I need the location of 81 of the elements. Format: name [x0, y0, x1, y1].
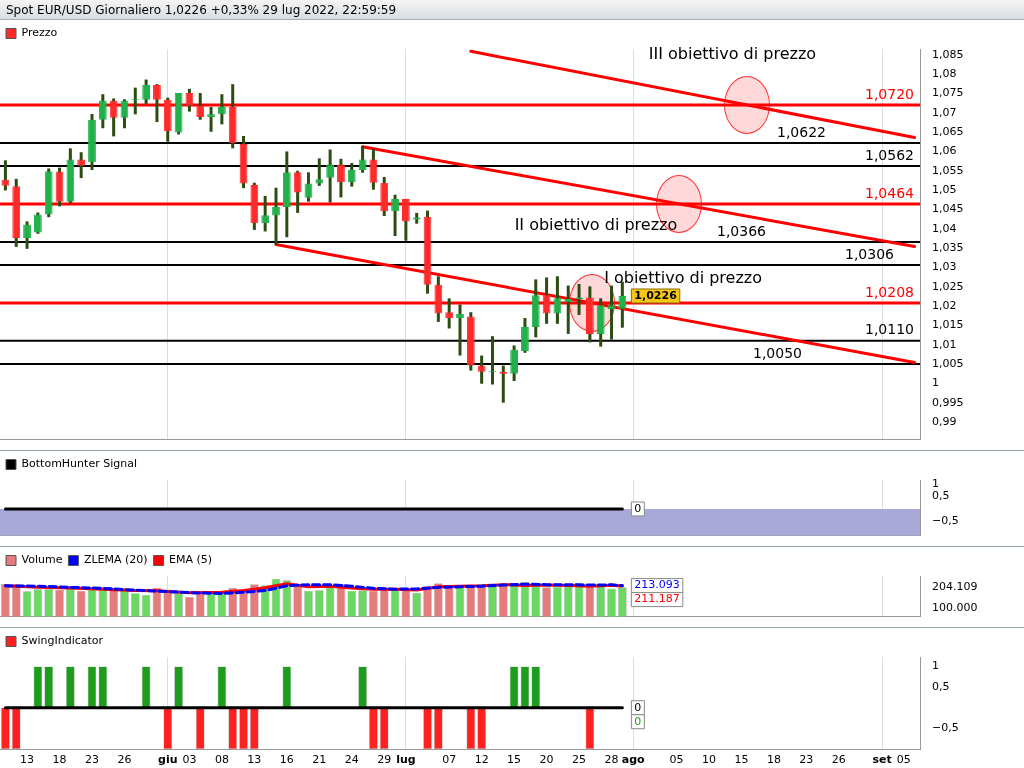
x-tick-label: 16 [279, 753, 294, 767]
x-tick-label: 13 [20, 753, 35, 767]
y-tick-label: −0,5 [932, 721, 959, 735]
x-tick-label: 23 [85, 753, 99, 767]
x-tick-label: 25 [572, 753, 587, 767]
data-label: 213.093 [634, 578, 680, 592]
y-tick-label: 1,03 [932, 260, 957, 274]
data-label: 0 [634, 501, 642, 515]
x-tick-label: 13 [247, 753, 262, 767]
ref-line-label: 1,0622 [777, 123, 826, 140]
y-tick-label: 1,075 [932, 86, 964, 100]
y-tick-label: 1,05 [932, 182, 957, 196]
chart-title: Spot EUR/USD Giornaliero 1,0226 +0,33% 29 lug 2022, 22:59:59 [0, 0, 1024, 20]
y-tick-label: 1 [932, 659, 939, 673]
ref-line-label: 1,0208 [865, 283, 914, 300]
y-tick-label: 1 [932, 376, 939, 390]
y-tick-label: 0,5 [932, 679, 950, 693]
x-tick-label: 26 [831, 753, 846, 767]
x-tick-label: 23 [799, 753, 814, 767]
ref-line-label: 1,0110 [865, 321, 914, 338]
y-tick-label: 1,065 [932, 124, 964, 138]
x-tick-label: 10 [701, 753, 716, 767]
ref-line-label: 1,0562 [865, 146, 914, 163]
y-tick-label: 1,025 [932, 279, 964, 293]
x-tick-label: 05 [669, 753, 684, 767]
annotation: III obiettivo di prezzo [648, 44, 817, 64]
legend-label: BottomHunter Signal [21, 457, 137, 471]
x-tick-label: 20 [539, 753, 554, 767]
ref-line-label: 1,0306 [845, 245, 895, 262]
ref-line-label: 1,0720 [865, 85, 914, 102]
y-tick-label: 1,055 [932, 163, 964, 177]
x-tick-label: lug [396, 753, 416, 767]
annotation: I obiettivo di prezzo [604, 268, 763, 288]
x-tick-label: 03 [182, 753, 197, 767]
y-tick-label: 1,02 [932, 298, 957, 312]
x-tick-label: 28 [604, 753, 619, 767]
y-tick-label: 1,07 [932, 105, 957, 119]
y-tick-label: 204.109 [932, 580, 978, 594]
y-tick-label: 1 [932, 476, 939, 490]
ref-line-label: 1,0050 [753, 344, 802, 361]
x-tick-label: 15 [507, 753, 522, 767]
y-tick-label: 1,04 [932, 221, 957, 235]
annotation: II obiettivo di prezzo [514, 215, 678, 235]
ref-line-label: 1,0464 [865, 184, 915, 201]
y-tick-label: 1,01 [932, 337, 957, 351]
legend-label: SwingIndicator [21, 634, 104, 648]
x-tick-label: set [872, 753, 892, 767]
legend-label: EMA (5) [169, 553, 213, 567]
x-tick-label: 24 [344, 753, 359, 767]
annotation: 0 [634, 714, 642, 728]
x-tick-label: 12 [474, 753, 489, 767]
y-tick-label: 0,995 [932, 395, 964, 409]
y-tick-label: 1,035 [932, 240, 964, 254]
ref-line-label: 1,0366 [717, 222, 767, 239]
y-tick-label: 1,045 [932, 202, 964, 216]
x-tick-label: giu [158, 753, 178, 767]
y-tick-label: −0,5 [932, 514, 959, 528]
legend-label: Prezzo [21, 26, 58, 40]
text: 1,0226 [634, 288, 677, 302]
x-tick-label: 18 [766, 753, 781, 767]
y-tick-label: 1,085 [932, 47, 964, 61]
x-tick-label: 05 [896, 753, 911, 767]
x-tick-label: 18 [52, 753, 67, 767]
y-tick-label: 1,08 [932, 66, 957, 80]
data-label: 0 [634, 700, 642, 714]
x-tick-label: ago [621, 753, 646, 767]
y-tick-label: 0,5 [932, 489, 950, 503]
y-tick-label: 1,015 [932, 318, 964, 332]
x-tick-label: 21 [312, 753, 327, 767]
data-label: 211.187 [634, 592, 680, 606]
y-tick-label: 1,06 [932, 144, 957, 158]
x-tick-label: 26 [117, 753, 132, 767]
y-tick-label: 0,99 [932, 414, 957, 428]
legend-label: Volume [21, 553, 63, 567]
y-tick-label: 1,005 [932, 356, 964, 370]
x-tick-label: 08 [214, 753, 229, 767]
x-tick-label: 29 [377, 753, 392, 767]
x-tick-label: 07 [442, 753, 457, 767]
legend-label: ZLEMA (20) [83, 553, 148, 567]
y-tick-label: 100.000 [932, 600, 978, 614]
x-tick-label: 15 [734, 753, 749, 767]
